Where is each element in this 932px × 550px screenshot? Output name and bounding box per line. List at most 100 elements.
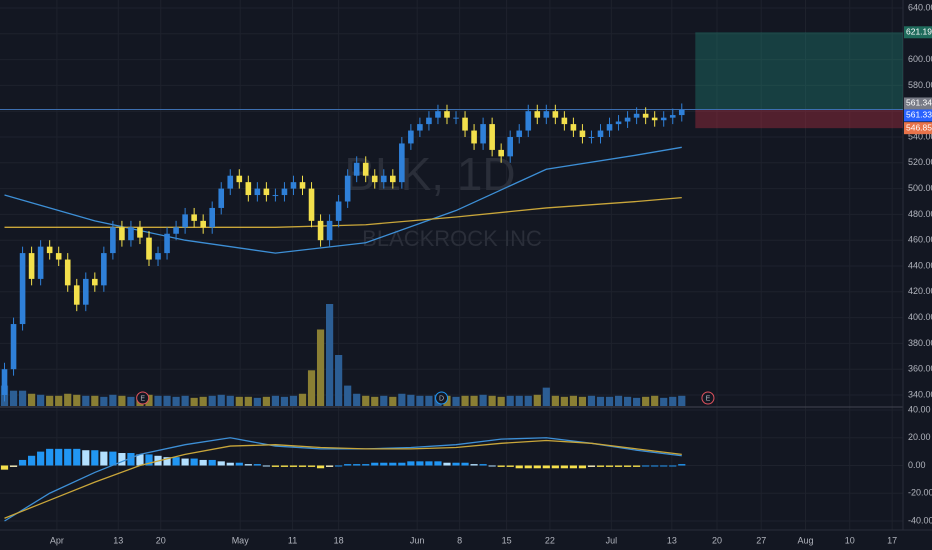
macd-histogram-bar <box>515 465 523 469</box>
macd-histogram-bar <box>425 461 433 466</box>
macd-histogram-bar <box>362 464 370 466</box>
candle-body <box>119 227 125 241</box>
y-tick-label: 420.00 <box>908 286 932 296</box>
volume-bar <box>262 396 270 406</box>
macd-histogram-bar <box>569 465 578 469</box>
candle-body <box>660 117 667 121</box>
price-tag <box>904 122 932 135</box>
macd-histogram-bar <box>9 465 18 467</box>
macd-histogram-bar <box>307 465 316 467</box>
candle-body <box>426 117 432 125</box>
y2-tick-label: 40.00 <box>908 404 931 414</box>
candle-body <box>272 195 279 197</box>
x-tick-label: 13 <box>667 535 677 545</box>
macd-histogram-bar <box>669 465 677 467</box>
y-tick-label: 460.00 <box>908 235 932 245</box>
macd-histogram-bar <box>344 464 352 466</box>
macd-histogram-bar <box>64 448 72 466</box>
volume-bar <box>470 395 478 406</box>
volume-bar <box>488 395 496 406</box>
x-tick-label: 17 <box>887 535 897 545</box>
candle-body <box>137 227 143 238</box>
candle-body <box>588 137 595 138</box>
macd-histogram-bar <box>235 462 243 466</box>
volume-bar <box>515 395 523 406</box>
volume-bar <box>344 385 352 406</box>
event-label: E <box>140 395 145 402</box>
candle-body <box>209 207 216 228</box>
macd-histogram-bar <box>136 454 144 466</box>
volume-bar <box>407 394 415 406</box>
candle-body <box>651 117 658 121</box>
x-tick-label: 20 <box>712 535 722 545</box>
y-tick-label: 480.00 <box>908 209 932 219</box>
macd-histogram-bar <box>0 465 9 470</box>
price-tag-label: 561.33 <box>906 110 932 120</box>
candle-body <box>534 111 541 118</box>
candle-body <box>254 188 261 196</box>
candle-body <box>73 285 80 305</box>
candle-body <box>37 246 44 279</box>
candle-body <box>317 220 324 241</box>
volume-bar <box>37 394 45 406</box>
y2-tick-label: -40.00 <box>908 515 932 525</box>
candle-body <box>362 162 369 176</box>
candle-body <box>46 246 53 254</box>
event-marker <box>435 391 449 405</box>
candle-body <box>516 130 523 137</box>
volume-bar <box>605 396 614 406</box>
volume-bar <box>244 396 252 406</box>
macd-histogram-bar <box>91 450 99 466</box>
candle-body <box>28 253 35 279</box>
macd-histogram-bar <box>479 464 487 466</box>
volume-bar <box>217 394 225 406</box>
candle-body <box>335 201 342 221</box>
volume-bar <box>569 395 578 406</box>
x-tick-label: 10 <box>845 535 855 545</box>
x-tick-label: 8 <box>457 535 462 545</box>
volume-bar <box>506 395 514 406</box>
macd-histogram-bar <box>46 448 54 466</box>
volume-bar <box>325 304 334 406</box>
macd-histogram-bar <box>506 465 514 467</box>
y-tick-label: 520.00 <box>908 157 932 167</box>
macd-histogram-bar <box>678 464 686 466</box>
macd-histogram-bar <box>407 461 415 466</box>
y2-tick-label: 0.00 <box>908 460 926 470</box>
candle-body <box>371 175 378 183</box>
volume-bar <box>55 395 63 406</box>
candle-body <box>101 253 107 286</box>
macd-histogram-bar <box>199 459 207 466</box>
candle-body <box>92 278 98 286</box>
x-tick-label: 18 <box>334 535 344 545</box>
candle-body <box>390 175 396 183</box>
candle-body <box>82 278 89 305</box>
y-tick-label: 580.00 <box>908 80 932 90</box>
x-tick-label: 27 <box>756 535 766 545</box>
macd-histogram-bar <box>353 464 361 466</box>
macd-histogram-bar <box>461 462 469 466</box>
y-tick-label: 380.00 <box>908 338 932 348</box>
volume-bar <box>633 397 641 406</box>
volume-bar <box>181 395 189 406</box>
volume-bar <box>416 395 424 406</box>
candle-body <box>1 369 8 395</box>
volume-bar <box>253 397 261 406</box>
candle-body <box>606 124 613 131</box>
candle-body <box>380 175 387 183</box>
price-tag <box>904 109 932 122</box>
macd-histogram-bar <box>118 453 126 466</box>
volume-bar <box>596 396 605 406</box>
volume-bar <box>362 395 370 406</box>
candle-body <box>182 214 188 228</box>
candle-body <box>155 253 161 260</box>
macd-histogram-bar <box>470 464 478 466</box>
macd-histogram-bar <box>551 465 559 469</box>
volume-bar <box>298 393 307 406</box>
event-marker <box>701 391 715 405</box>
watermark: BLK, 1D <box>344 148 515 200</box>
volume-bar <box>190 397 198 406</box>
candle-body <box>624 117 631 122</box>
macd-histogram-bar <box>127 453 135 466</box>
macd-histogram-bar <box>181 458 189 466</box>
